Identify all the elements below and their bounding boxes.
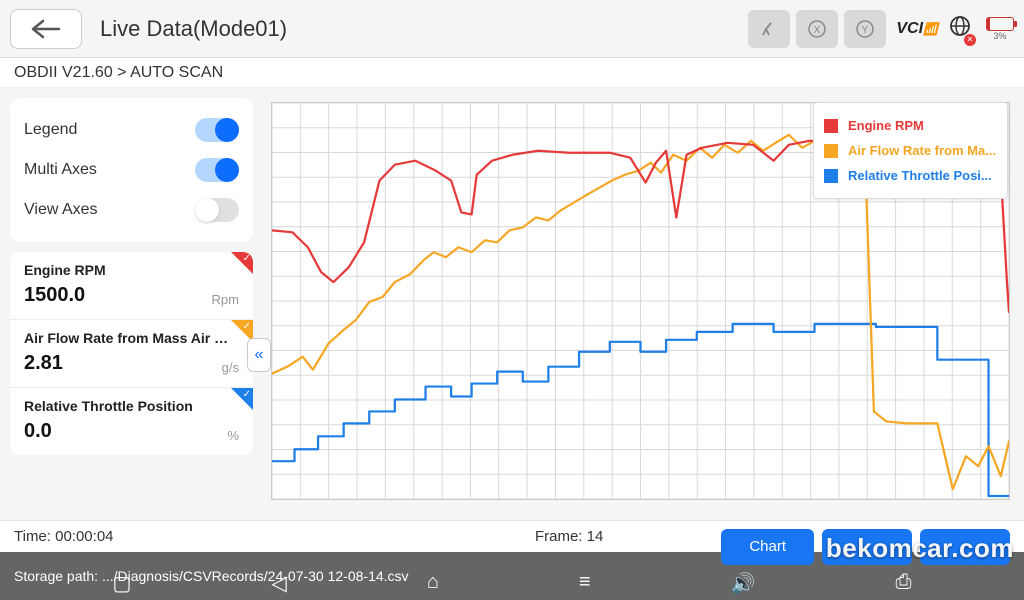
reading-item[interactable]: ✓ Engine RPM 1500.0 Rpm — [10, 252, 253, 320]
reading-name: Engine RPM — [24, 262, 234, 278]
legend-item: Air Flow Rate from Ma... — [824, 138, 997, 163]
collapse-panel-button[interactable]: « — [247, 338, 271, 372]
reading-item[interactable]: ✓ Relative Throttle Position 0.0 % — [10, 388, 253, 455]
reading-name: Relative Throttle Position — [24, 398, 234, 414]
x-axis-icon[interactable]: X — [796, 10, 838, 48]
top-icon-group: X Y — [748, 10, 886, 48]
legend-swatch — [824, 119, 838, 133]
legend-item: Engine RPM — [824, 113, 997, 138]
battery-indicator: 3% — [986, 17, 1014, 41]
chart-legend: Engine RPM Air Flow Rate from Ma... Rela… — [813, 102, 1008, 199]
legend-label: Engine RPM — [848, 118, 924, 133]
reading-item[interactable]: ✓ Air Flow Rate from Mass Air Flow S... … — [10, 320, 253, 388]
chart-button[interactable]: Chart — [721, 529, 814, 565]
nav-screenshot-icon[interactable]: ⎙ — [895, 571, 911, 596]
svg-text:Y: Y — [862, 25, 869, 36]
nav-menu-icon[interactable]: ≡ — [579, 571, 591, 596]
legend-swatch — [824, 169, 838, 183]
reading-name: Air Flow Rate from Mass Air Flow S... — [24, 330, 234, 346]
reading-value: 2.81 — [24, 352, 239, 375]
page-title: Live Data(Mode01) — [100, 16, 748, 42]
option-view-axes: View Axes — [24, 190, 239, 230]
watermark: bekomcar.com — [826, 533, 1014, 564]
legend-label: Air Flow Rate from Ma... — [848, 143, 996, 158]
brush-icon[interactable] — [748, 10, 790, 48]
vci-status: VCI📶 — [896, 20, 938, 38]
multi-axes-toggle[interactable] — [195, 158, 239, 182]
option-multi-axes: Multi Axes — [24, 150, 239, 190]
reading-unit: g/s — [222, 360, 239, 375]
reading-value: 0.0 — [24, 420, 239, 443]
left-panel: Legend Multi Axes View Axes ✓ Engine RPM… — [0, 88, 263, 520]
reading-unit: % — [227, 428, 239, 443]
view-axes-toggle[interactable] — [195, 198, 239, 222]
legend-swatch — [824, 144, 838, 158]
frame-label: Frame: 14 — [535, 528, 603, 545]
time-label: Time: 00:00:04 — [14, 528, 114, 545]
nav-back-icon[interactable]: ◁ — [271, 571, 286, 596]
svg-text:X: X — [814, 25, 821, 36]
y-axis-icon[interactable]: Y — [844, 10, 886, 48]
main-area: Legend Multi Axes View Axes ✓ Engine RPM… — [0, 88, 1024, 520]
nav-volume-icon[interactable]: 🔊 — [731, 571, 756, 596]
option-label: View Axes — [24, 201, 98, 219]
option-legend: Legend — [24, 110, 239, 150]
back-button[interactable] — [10, 9, 82, 49]
legend-label: Relative Throttle Posi... — [848, 168, 992, 183]
chart-area: Engine RPM Air Flow Rate from Ma... Rela… — [263, 88, 1024, 520]
legend-item: Relative Throttle Posi... — [824, 163, 997, 188]
breadcrumb: OBDII V21.60 > AUTO SCAN — [0, 58, 1024, 88]
options-card: Legend Multi Axes View Axes — [10, 98, 253, 242]
option-label: Multi Axes — [24, 161, 97, 179]
nav-home-icon[interactable]: ⌂ — [427, 571, 439, 596]
network-icon: ✕ — [948, 14, 972, 44]
reading-unit: Rpm — [212, 292, 239, 307]
storage-path: Storage path: .../Diagnosis/CSVRecords/2… — [14, 568, 409, 584]
nav-camera-icon[interactable]: ▢ — [113, 571, 132, 596]
reading-value: 1500.0 — [24, 284, 239, 307]
top-bar: Live Data(Mode01) X Y VCI📶 ✕ 3% — [0, 0, 1024, 58]
legend-toggle[interactable] — [195, 118, 239, 142]
readings-card: ✓ Engine RPM 1500.0 Rpm ✓ Air Flow Rate … — [10, 252, 253, 455]
option-label: Legend — [24, 121, 77, 139]
